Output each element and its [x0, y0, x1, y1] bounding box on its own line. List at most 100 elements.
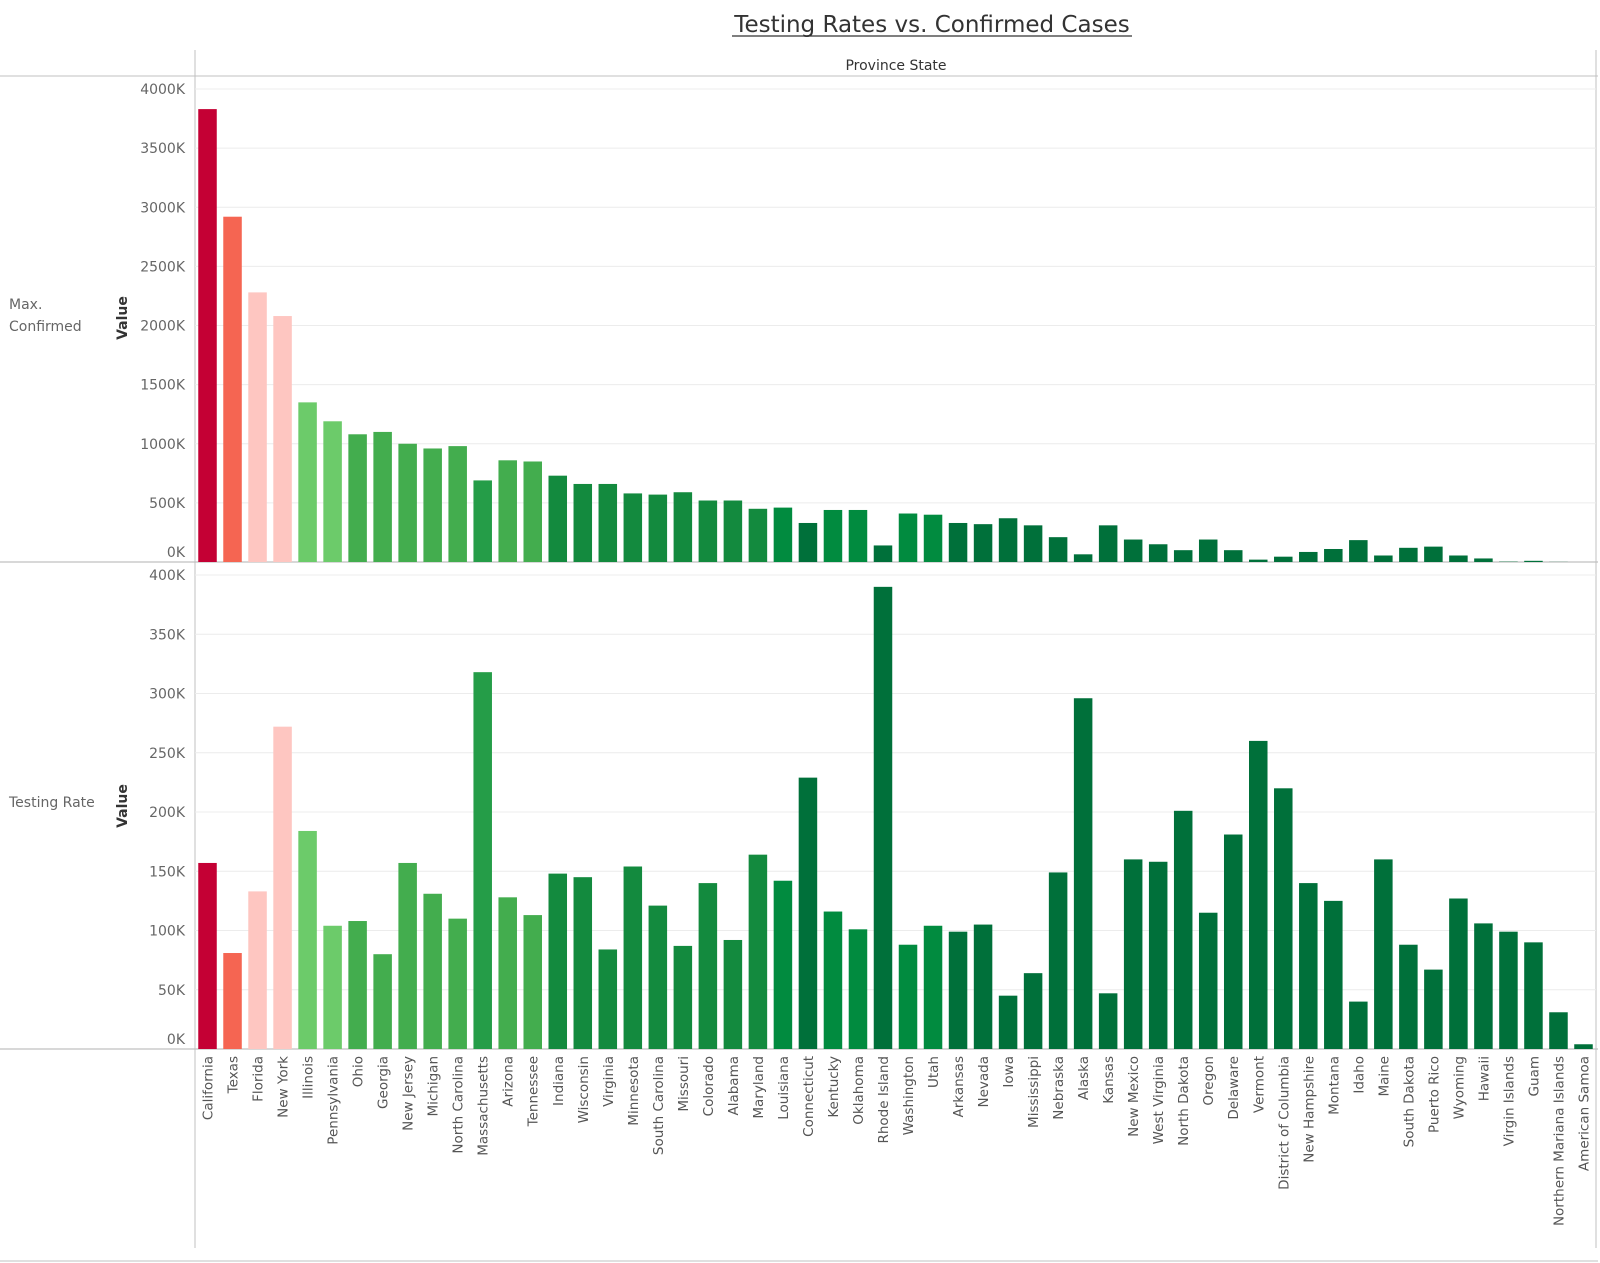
bar-nebraska	[1048, 872, 1068, 1049]
bar-maine	[1374, 859, 1393, 1049]
bar-new-jersey	[398, 443, 417, 562]
x-tick-label: Florida	[251, 1056, 267, 1102]
bar-nevada	[973, 524, 993, 562]
x-tick-label: Virgin Islands	[1501, 1056, 1517, 1146]
bar-nevada	[973, 924, 993, 1049]
bar-iowa	[998, 995, 1018, 1049]
bar-colorado	[698, 883, 718, 1049]
bar-guam	[1524, 942, 1543, 1049]
bar-north-dakota	[1173, 550, 1193, 562]
bar-wisconsin	[573, 483, 593, 562]
bar-new-hampshire	[1299, 551, 1318, 562]
bar-georgia	[373, 954, 392, 1049]
bar-rhode-island	[873, 545, 893, 562]
bar-alaska	[1073, 698, 1093, 1049]
bar-virginia	[598, 483, 618, 562]
x-tick-label: Mississippi	[1026, 1056, 1042, 1128]
bar-south-dakota	[1399, 547, 1418, 562]
x-tick-label: Arizona	[501, 1056, 517, 1107]
x-tick-label: Colorado	[701, 1056, 717, 1116]
bar-wyoming	[1449, 555, 1468, 562]
bar-indiana	[548, 475, 568, 562]
y-tick-label: 0K	[167, 1032, 186, 1048]
y-tick-label: 2000K	[140, 319, 186, 335]
x-tick-label: Puerto Rico	[1426, 1056, 1442, 1133]
bar-georgia	[373, 431, 392, 562]
bar-arizona	[498, 460, 517, 562]
bar-michigan	[423, 893, 442, 1049]
bar-pennsylvania	[323, 925, 342, 1049]
bar-south-dakota	[1399, 944, 1418, 1049]
bar-virgin-islands	[1499, 931, 1518, 1049]
x-tick-label: Alabama	[726, 1056, 742, 1116]
bar-west-virginia	[1148, 544, 1168, 562]
x-tick-label: Wyoming	[1451, 1056, 1467, 1119]
bar-north-carolina	[448, 446, 467, 562]
y-tick-label: 300K	[149, 687, 186, 703]
bar-kansas	[1098, 993, 1118, 1049]
bar-district-of-columbia	[1274, 788, 1293, 1049]
bar-massachusetts	[473, 480, 492, 562]
bar-kentucky	[823, 509, 843, 562]
x-tick-label: Ohio	[351, 1056, 367, 1087]
bar-maryland	[748, 854, 768, 1049]
bar-ohio	[348, 434, 367, 562]
bar-indiana	[548, 873, 568, 1049]
x-tick-label: Missouri	[676, 1056, 692, 1112]
x-tick-label: Wisconsin	[576, 1056, 592, 1123]
x-tick-label: Maryland	[751, 1056, 767, 1119]
bar-hawaii	[1474, 558, 1493, 562]
bar-delaware	[1223, 834, 1243, 1049]
x-tick-label: Illinois	[301, 1056, 317, 1099]
bar-oregon	[1198, 912, 1218, 1049]
x-tick-label: Oregon	[1201, 1056, 1217, 1106]
bar-montana	[1324, 900, 1343, 1049]
bar-north-dakota	[1173, 810, 1193, 1049]
x-tick-label: Michigan	[426, 1056, 442, 1117]
x-tick-label: Maine	[1376, 1056, 1392, 1097]
bar-district-of-columbia	[1274, 556, 1293, 562]
bar-washington	[898, 944, 918, 1049]
y-tick-label: 500K	[149, 496, 186, 512]
y-tick-label: 3500K	[140, 141, 186, 157]
x-tick-label: Pennsylvania	[326, 1056, 342, 1145]
x-tick-label: California	[201, 1056, 217, 1120]
bar-oklahoma	[848, 929, 868, 1049]
column-header: Province State	[845, 58, 946, 74]
row-label: Confirmed	[9, 319, 82, 335]
bar-new-jersey	[398, 862, 417, 1049]
y-axis-title: Value	[115, 784, 131, 828]
y-tick-label: 350K	[149, 627, 186, 643]
bar-idaho	[1349, 1001, 1368, 1049]
bar-california	[198, 862, 217, 1049]
x-tick-label: South Dakota	[1401, 1056, 1417, 1147]
x-tick-label: Connecticut	[801, 1056, 817, 1137]
bar-maine	[1374, 555, 1393, 562]
bar-kansas	[1098, 525, 1118, 562]
x-tick-label: South Carolina	[651, 1056, 667, 1155]
bar-puerto-rico	[1424, 969, 1443, 1049]
bar-utah	[923, 514, 943, 562]
x-tick-label: District of Columbia	[1276, 1056, 1292, 1190]
bar-delaware	[1223, 550, 1243, 562]
bar-minnesota	[623, 866, 643, 1049]
bar-south-carolina	[648, 494, 668, 562]
y-tick-label: 250K	[149, 746, 186, 762]
x-tick-label: Indiana	[551, 1056, 567, 1106]
x-tick-label: Tennessee	[526, 1056, 542, 1127]
bar-minnesota	[623, 493, 643, 562]
bar-louisiana	[773, 507, 793, 562]
bar-arkansas	[948, 931, 968, 1049]
x-tick-label: Vermont	[1251, 1056, 1267, 1113]
y-tick-label: 3000K	[140, 200, 186, 216]
x-tick-label: Virginia	[601, 1056, 617, 1107]
y-tick-label: 150K	[149, 864, 186, 880]
bar-louisiana	[773, 880, 793, 1049]
x-tick-label: Washington	[901, 1056, 917, 1135]
x-tick-label: Kentucky	[826, 1056, 842, 1118]
bar-utah	[923, 925, 943, 1049]
x-tick-label: American Samoa	[1576, 1056, 1592, 1171]
bar-connecticut	[798, 522, 818, 562]
bar-pennsylvania	[323, 421, 342, 562]
x-tick-label: Texas	[226, 1056, 242, 1094]
